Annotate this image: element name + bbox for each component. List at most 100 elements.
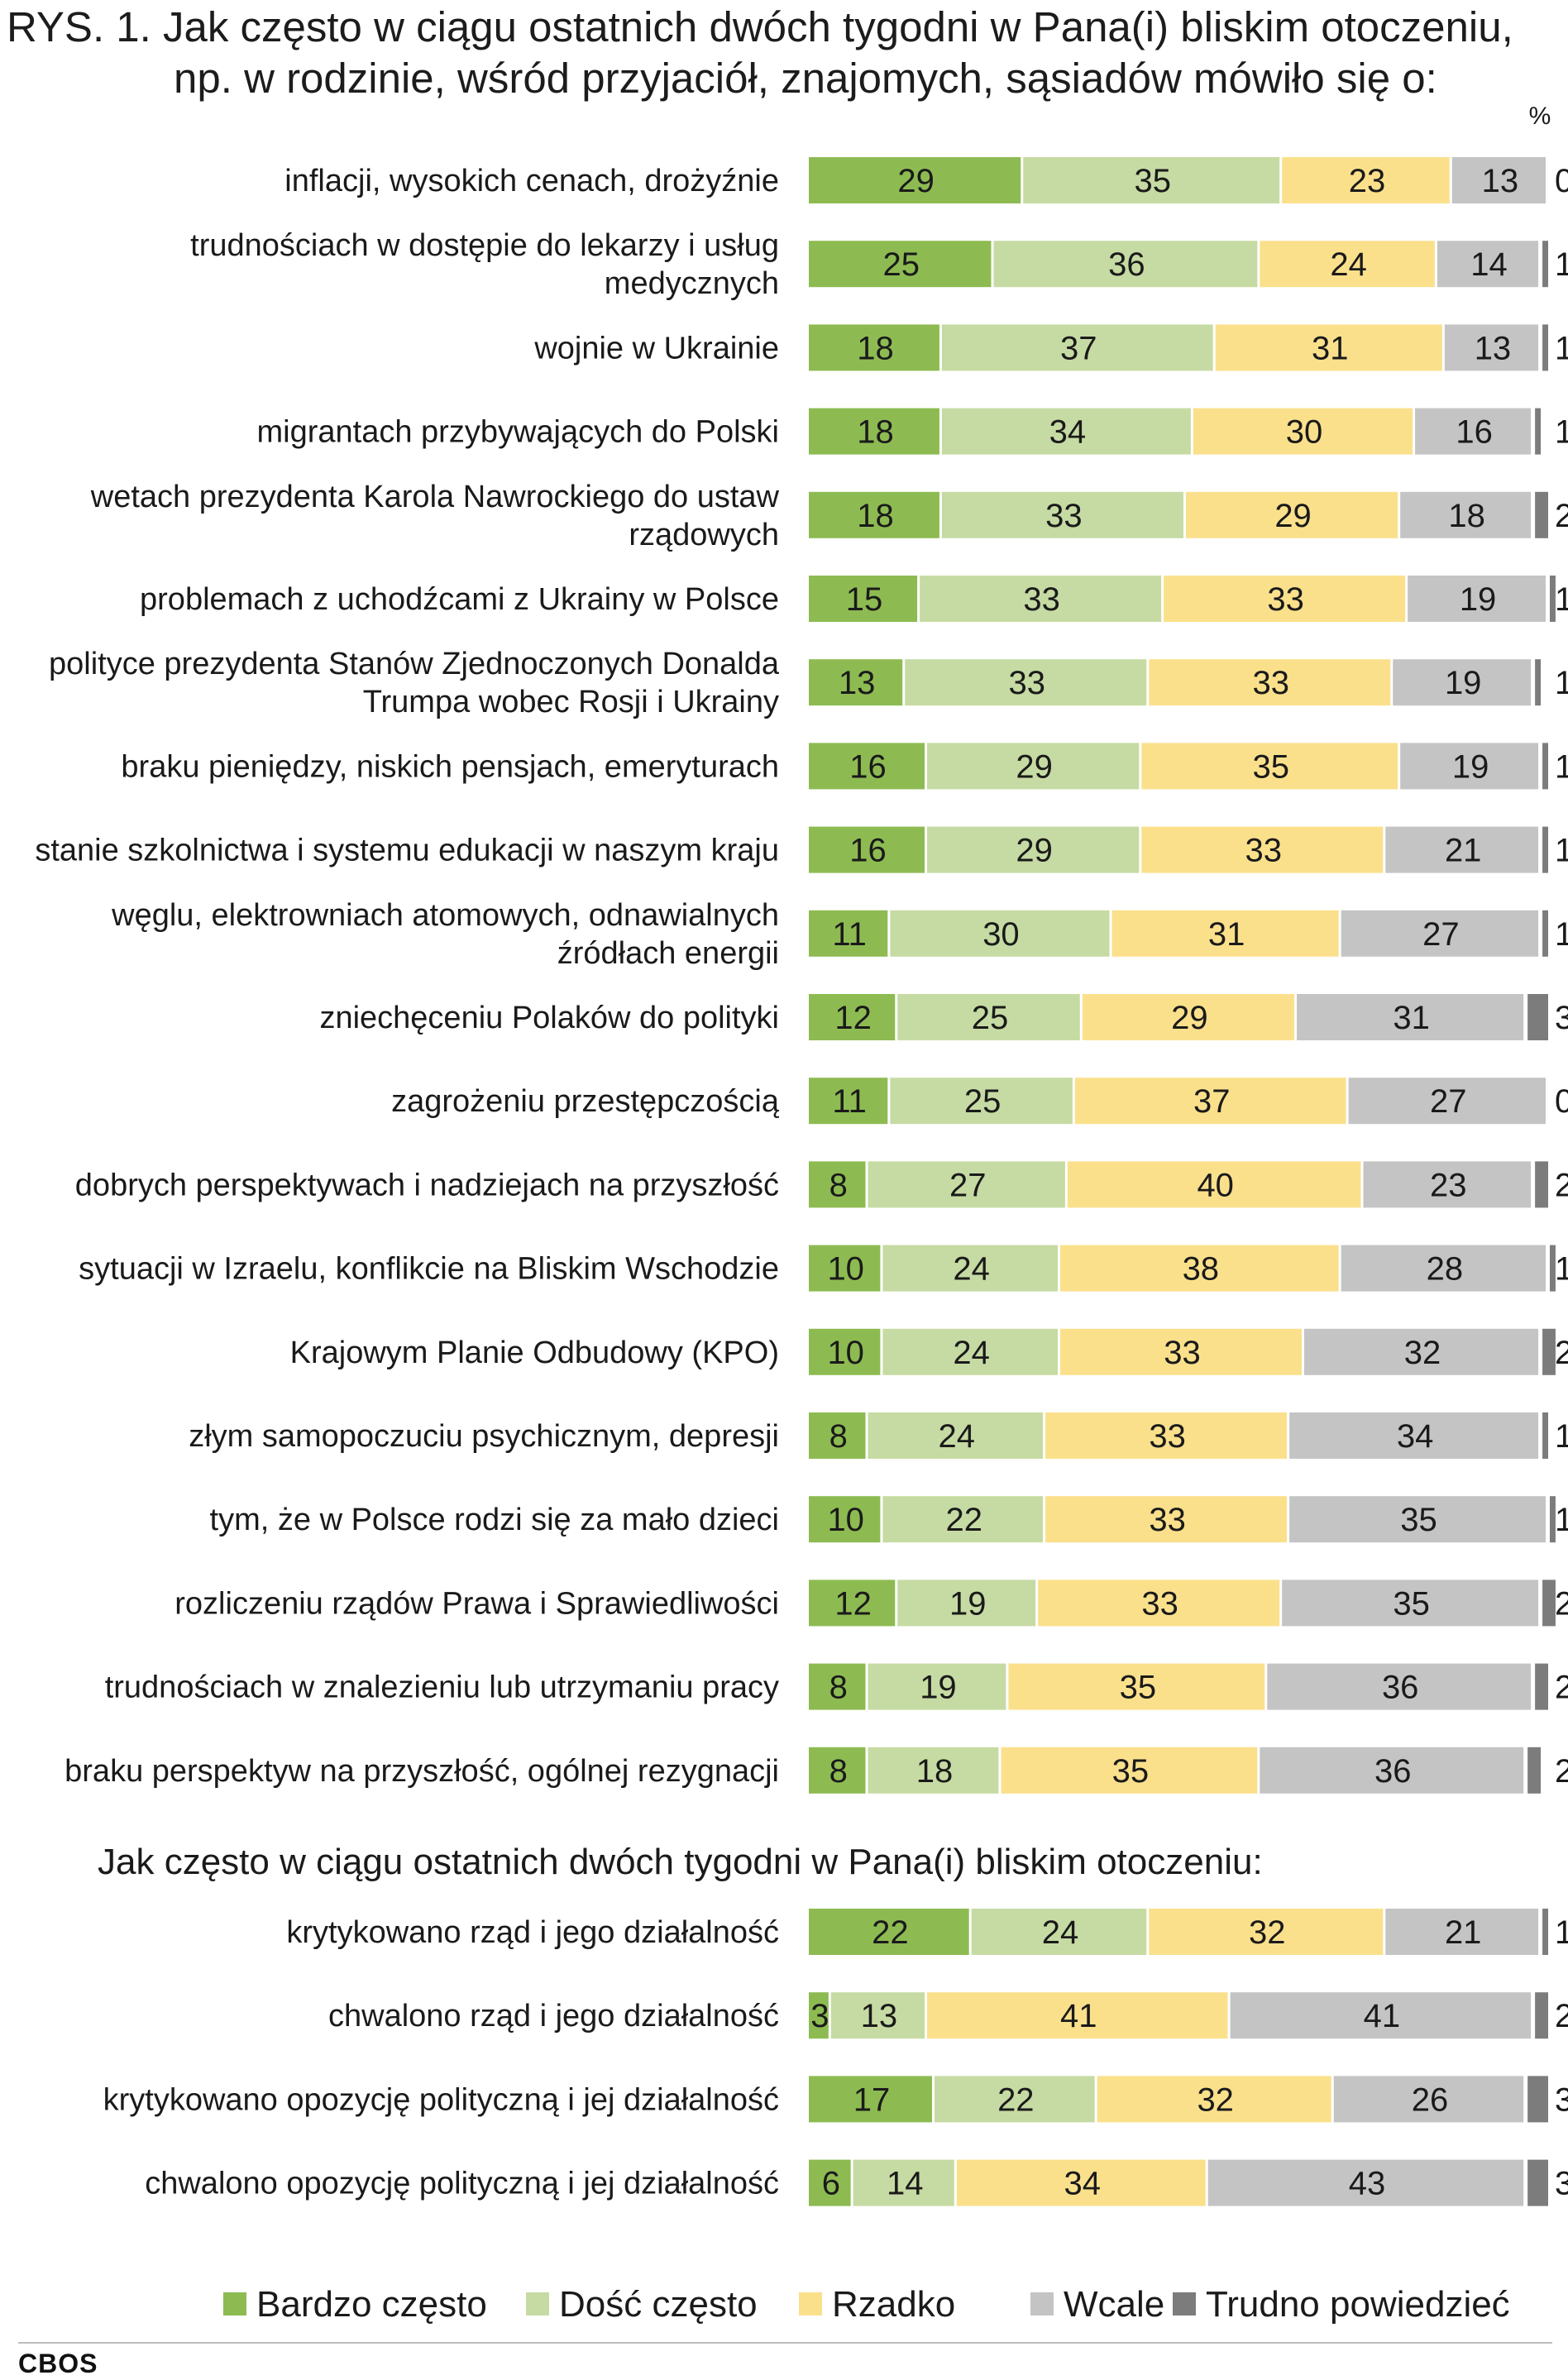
value-label: 1 [1555, 916, 1568, 953]
value-label: 33 [1023, 581, 1060, 618]
category-label: tym, że w Polsce rodzi się za mało dziec… [210, 1503, 779, 1537]
value-label: 32 [1404, 1335, 1441, 1371]
value-label: 33 [1149, 1502, 1186, 1538]
category-label: węglu, elektrowniach atomowych, odnawial… [111, 898, 779, 933]
chart-government-opposition: Jak często w ciągu ostatnich dwóch tygod… [98, 1842, 1568, 2206]
category-label: trudnościach w znalezieniu lub utrzymani… [105, 1670, 779, 1705]
bar-segment-bardzo [809, 2076, 932, 2123]
bar-segment-dosc [941, 408, 1191, 455]
value-label: 29 [1016, 748, 1053, 785]
bar-segment-dosc [882, 1496, 1044, 1543]
legend-label: Dość często [559, 2284, 758, 2325]
bar-row: stanie szkolnictwa i systemu edukacji w … [35, 826, 1568, 873]
value-label: 2 [1555, 1335, 1568, 1371]
value-label: 18 [916, 1753, 954, 1790]
bar-segment-dosc [868, 1663, 1006, 1710]
value-label: 29 [1171, 1000, 1208, 1036]
value-label: 41 [1060, 1998, 1097, 2034]
bar-segment-trudno [1542, 1909, 1548, 1955]
value-label: 19 [920, 1670, 957, 1706]
value-label: 34 [1049, 414, 1087, 451]
bar-segment-bardzo [809, 994, 896, 1040]
value-label: 10 [827, 1502, 864, 1538]
category-label: migrantach przybywających do Polski [257, 415, 780, 450]
value-label: 30 [982, 916, 1020, 953]
value-label: 24 [1042, 1914, 1079, 1951]
bar-segment-rzadko [1111, 910, 1339, 957]
value-label: 29 [897, 163, 935, 199]
value-label: 8 [829, 1418, 848, 1455]
value-label: 2 [1555, 1670, 1568, 1706]
bar-segment-trudno [1527, 1747, 1542, 1794]
value-label: 13 [1482, 163, 1519, 199]
bar-segment-bardzo [809, 324, 939, 371]
bar-row: Krajowym Planie Odbudowy (KPO) 10 24 33 32 2 [290, 1328, 1568, 1375]
value-label: 13 [839, 665, 876, 701]
bar-segment-rzadko [1141, 743, 1398, 790]
bar-segment-wcale [1451, 157, 1546, 203]
category-label: medycznych [605, 266, 779, 301]
bar-segment-bardzo [809, 1992, 829, 2039]
value-label: 33 [1267, 581, 1304, 618]
value-label: 2 [1555, 498, 1568, 534]
bar-segment-bardzo [809, 1161, 866, 1208]
category-label: Krajowym Planie Odbudowy (KPO) [290, 1336, 779, 1370]
value-label: 25 [883, 246, 920, 283]
bar-segment-bardzo [809, 1078, 888, 1125]
legend-label: Trudno powiedzieć [1206, 2284, 1510, 2325]
bar-segment-rzadko [1059, 1328, 1302, 1375]
value-label: 35 [1393, 1585, 1430, 1622]
value-label: 31 [1393, 1000, 1430, 1036]
bar-segment-bardzo [809, 826, 925, 873]
bar-row: chwalono opozycję polityczną i jej dział… [145, 2159, 1568, 2206]
value-label: 6 [822, 2166, 840, 2202]
category-label: źródłach energii [557, 936, 779, 971]
bar-segment-rzadko [1008, 1663, 1265, 1710]
legend-swatch [1030, 2292, 1054, 2315]
bar-segment-dosc [1023, 157, 1280, 203]
bar-segment-dosc [905, 659, 1147, 706]
value-label: 35 [1400, 1502, 1437, 1538]
value-label: 3 [1555, 2166, 1568, 2202]
value-label: 14 [887, 2166, 924, 2202]
bar-segment-dosc [853, 2159, 954, 2206]
legend-swatch [1173, 2292, 1196, 2315]
bar-segment-rzadko [1059, 1245, 1339, 1292]
value-label: 33 [1008, 665, 1045, 701]
bar-segment-wcale [1408, 576, 1546, 622]
bar-segment-wcale [1230, 1992, 1532, 2039]
bar-segment-trudno [1535, 659, 1542, 706]
chart-topics: inflacji, wysokich cenach, drożyźnie 29 35… [35, 157, 1568, 1794]
bar-segment-rzadko [1067, 1161, 1361, 1208]
bar-segment-trudno [1542, 1579, 1556, 1627]
value-label: 19 [1445, 665, 1482, 701]
legend-item: Bardzo często [223, 2284, 487, 2325]
category-label: Trumpa wobec Rosji i Ukrainy [363, 685, 779, 719]
bar-row: polityce prezydenta Stanów Zjednoczonych… [49, 647, 1568, 719]
bar-segment-trudno [1542, 241, 1548, 288]
bar-segment-dosc [927, 826, 1140, 873]
bar-segment-dosc [941, 491, 1183, 538]
value-label: 22 [872, 1914, 909, 1951]
value-label: 19 [1460, 581, 1497, 618]
value-label: 1 [1555, 1418, 1568, 1455]
legend-label: Wcale [1064, 2284, 1164, 2325]
value-label: 3 [810, 1998, 829, 2034]
value-label: 33 [1149, 1418, 1186, 1455]
bar-row: krytykowano opozycję polityczną i jej dz… [103, 2076, 1568, 2123]
bar-segment-trudno [1535, 1663, 1548, 1710]
value-label: 23 [1430, 1167, 1467, 1203]
bar-segment-rzadko [1082, 994, 1295, 1040]
bar-segment-wcale [1341, 910, 1539, 957]
bar-segment-wcale [1289, 1496, 1546, 1543]
category-label: rozliczeniu rządów Prawa i Sprawiedliwoś… [174, 1586, 779, 1621]
value-label: 15 [846, 581, 883, 618]
bar-segment-trudno [1527, 2159, 1548, 2206]
value-label: 1 [1555, 1251, 1568, 1288]
legend-swatch [223, 2292, 246, 2315]
bar-segment-wcale [1303, 1328, 1539, 1375]
bar-segment-dosc [993, 241, 1258, 288]
category-label: trudnościach w dostępie do lekarzy i usł… [190, 228, 779, 263]
chart-title-line-1: RYS. 1. Jak często w ciągu ostatnich dwó… [7, 3, 1513, 50]
legend-item: Wcale [1030, 2284, 1164, 2325]
